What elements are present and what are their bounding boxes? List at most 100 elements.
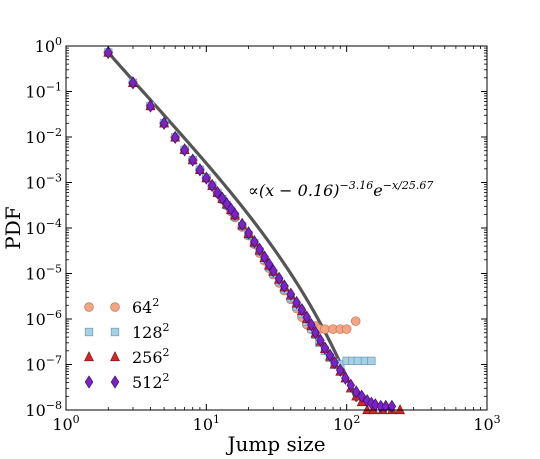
y-tick-base: 10 — [25, 174, 45, 193]
y-axis-label: PDF — [1, 206, 25, 249]
data-point — [244, 226, 253, 240]
axes-frame — [65, 45, 488, 411]
data-point — [325, 348, 335, 362]
plot-clipped — [106, 50, 358, 402]
data-point — [237, 217, 247, 232]
y-tick-base: 10 — [25, 128, 45, 147]
legend-label-base: 64 — [132, 298, 152, 317]
y-tick-base: 10 — [25, 356, 45, 375]
legend-marker — [110, 302, 120, 312]
y-tick-base: 10 — [25, 219, 45, 238]
data-point — [202, 171, 211, 185]
data-point — [387, 399, 397, 414]
legend-marker — [84, 351, 94, 362]
data-point — [180, 143, 189, 157]
y-tick-base: 10 — [25, 265, 45, 284]
data-point — [351, 385, 361, 399]
data-point — [159, 116, 169, 130]
y-tick-exp: −8 — [46, 399, 62, 412]
legend-label: 1282 — [132, 321, 170, 342]
legend-label: 642 — [132, 296, 159, 317]
fit-annotation: ∝(x − 0.16)−3.16e−x/25.67 — [248, 179, 433, 200]
y-tick-label: 10−3 — [25, 172, 62, 193]
x-axis-label: Jump size — [225, 432, 325, 456]
legend-label: 5122 — [132, 371, 170, 392]
legend-marker — [110, 327, 120, 337]
x-tick-exp: 1 — [213, 413, 220, 426]
data-point — [395, 404, 405, 415]
series-square — [104, 48, 376, 369]
data-point — [381, 399, 391, 414]
data-point — [128, 76, 138, 90]
legend-label-exp: 2 — [152, 296, 159, 309]
series-diamond — [103, 45, 397, 414]
legend-label: 2562 — [132, 346, 170, 367]
axes: 100 101 102 10310010−110−210−310−410−510−61… — [1, 35, 501, 456]
y-tick-exp: −6 — [46, 308, 62, 321]
legend-entry: 2562 — [84, 346, 170, 367]
data-point — [367, 356, 376, 366]
y-tick-label: 10−6 — [25, 308, 62, 329]
data-point — [311, 326, 320, 340]
legend-marker — [84, 327, 94, 337]
legend-label-base: 512 — [132, 373, 163, 392]
legend-label-exp: 2 — [163, 371, 170, 384]
data-point — [103, 45, 113, 60]
data-point — [341, 371, 350, 385]
y-tick-exp: −3 — [46, 172, 62, 185]
fit-annotation-base: ∝(x − 0.16) — [248, 181, 340, 200]
legend-entry: 642 — [84, 296, 159, 317]
data-point — [341, 324, 352, 334]
legend-entry: 5122 — [84, 371, 170, 392]
data-point — [269, 264, 278, 278]
legend-marker — [84, 375, 94, 389]
x-tick-label: 102 — [333, 413, 360, 434]
y-tick-exp: −7 — [46, 354, 62, 367]
y-tick-label: 10−1 — [25, 81, 62, 102]
data-point — [353, 356, 362, 366]
x-tick-exp: 2 — [353, 413, 360, 426]
legend-marker — [110, 375, 120, 389]
x-tick-label: 103 — [473, 413, 500, 434]
x-tick-label: 101 — [193, 413, 220, 434]
legend-label-exp: 2 — [163, 321, 170, 334]
data-point — [188, 153, 197, 167]
y-tick-base: 10 — [25, 83, 45, 102]
data-point — [320, 324, 330, 334]
data-point — [207, 178, 217, 193]
data-point — [213, 185, 222, 200]
y-tick-exp: −5 — [46, 263, 62, 276]
data-point — [320, 341, 330, 355]
data-point — [146, 99, 155, 113]
x-tick-exp: 3 — [494, 413, 501, 426]
data-point — [218, 191, 227, 205]
y-tick-label: 10−4 — [25, 217, 62, 238]
y-tick-base: 10 — [25, 310, 45, 329]
data-point — [286, 287, 296, 301]
y-tick-exp: −1 — [46, 81, 62, 94]
data-point — [274, 271, 284, 286]
data-point — [255, 242, 264, 256]
y-tick-exp: −2 — [46, 126, 62, 139]
y-tick-exp: 0 — [55, 35, 62, 48]
data-point — [335, 363, 345, 377]
data-point — [316, 333, 325, 347]
legend-label-base: 256 — [132, 348, 163, 367]
data-point — [350, 316, 361, 326]
data-point — [292, 295, 301, 310]
data-point — [346, 378, 356, 392]
x-tick-exp: 0 — [73, 413, 80, 426]
data-point — [302, 310, 312, 324]
legend-marker — [84, 302, 94, 312]
data-point — [230, 207, 240, 221]
data-point — [260, 250, 269, 264]
fit-curve — [106, 50, 358, 402]
legend-label-exp: 2 — [163, 346, 170, 359]
y-tick-label: 10−8 — [25, 399, 62, 420]
x-tick-base: 10 — [193, 415, 213, 434]
y-tick-label: 10−2 — [25, 126, 62, 147]
data-point — [307, 318, 316, 332]
legend-entry: 1282 — [84, 321, 170, 342]
data-point — [195, 163, 205, 177]
